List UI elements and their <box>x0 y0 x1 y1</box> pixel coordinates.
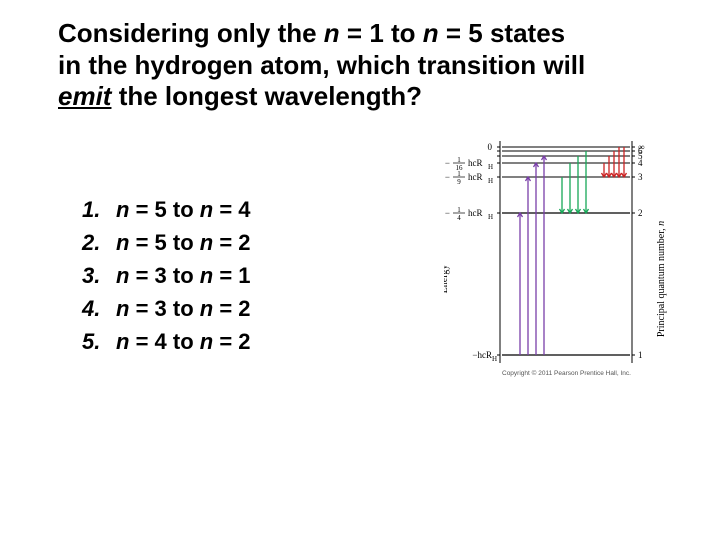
question-text: Considering only the n = 1 to n = 5 stat… <box>58 18 670 113</box>
choice-row: 5. n = 4 to n = 2 <box>82 329 251 355</box>
svg-text:Copyright © 2011 Pearson Prent: Copyright © 2011 Pearson Prentice Hall, … <box>502 369 631 377</box>
svg-text:H: H <box>488 213 493 221</box>
choice-text: n = 4 to n = 2 <box>116 329 251 355</box>
svg-text:0: 0 <box>488 142 493 152</box>
svg-text:1: 1 <box>638 350 643 360</box>
choice-row: 3. n = 3 to n = 1 <box>82 263 251 289</box>
svg-text:H: H <box>488 163 493 171</box>
choice-text: n = 3 to n = 2 <box>116 296 251 322</box>
choice-text: n = 5 to n = 4 <box>116 197 251 223</box>
svg-text:hcR: hcR <box>468 158 483 168</box>
svg-text:Energy: Energy <box>444 265 450 294</box>
svg-text:3: 3 <box>638 172 643 182</box>
svg-text:H: H <box>492 355 497 363</box>
diagram-svg: ∞6543210−116hcRH−19hcRH−14hcRH−hcRHEnerg… <box>444 129 694 409</box>
svg-text:H: H <box>488 177 493 185</box>
choice-number: 4. <box>82 296 116 322</box>
slide: Considering only the n = 1 to n = 5 stat… <box>0 0 720 540</box>
svg-text:−hcR: −hcR <box>472 350 492 360</box>
choice-number: 2. <box>82 230 116 256</box>
q-emit: emit <box>58 81 111 111</box>
svg-text:Principal quantum number, n: Principal quantum number, n <box>656 221 667 337</box>
choice-row: 4. n = 3 to n = 2 <box>82 296 251 322</box>
energy-level-diagram: ∞6543210−116hcRH−19hcRH−14hcRH−hcRHEnerg… <box>444 129 694 409</box>
svg-text:−: − <box>445 158 450 168</box>
choice-text: n = 5 to n = 2 <box>116 230 251 256</box>
choice-number: 3. <box>82 263 116 289</box>
svg-text:−: − <box>445 208 450 218</box>
q-frag: = 1 to <box>340 18 423 48</box>
svg-text:−: − <box>445 172 450 182</box>
q-var-n: n <box>324 18 340 48</box>
q-frag: Considering only the <box>58 18 324 48</box>
svg-text:hcR: hcR <box>468 208 483 218</box>
svg-text:2: 2 <box>638 208 643 218</box>
choice-number: 1. <box>82 197 116 223</box>
svg-text:9: 9 <box>457 178 461 186</box>
answer-choices: 1. n = 5 to n = 4 2. n = 5 to n = 2 3. n… <box>82 197 251 362</box>
svg-text:4: 4 <box>638 158 643 168</box>
choice-number: 5. <box>82 329 116 355</box>
q-var-n: n <box>423 18 439 48</box>
choice-row: 1. n = 5 to n = 4 <box>82 197 251 223</box>
svg-text:4: 4 <box>457 214 461 222</box>
q-frag: = 5 states <box>439 18 565 48</box>
choice-row: 2. n = 5 to n = 2 <box>82 230 251 256</box>
q-frag: the longest wavelength? <box>111 81 422 111</box>
svg-text:hcR: hcR <box>468 172 483 182</box>
choice-text: n = 3 to n = 1 <box>116 263 251 289</box>
q-frag: in the hydrogen atom, which transition w… <box>58 50 585 80</box>
